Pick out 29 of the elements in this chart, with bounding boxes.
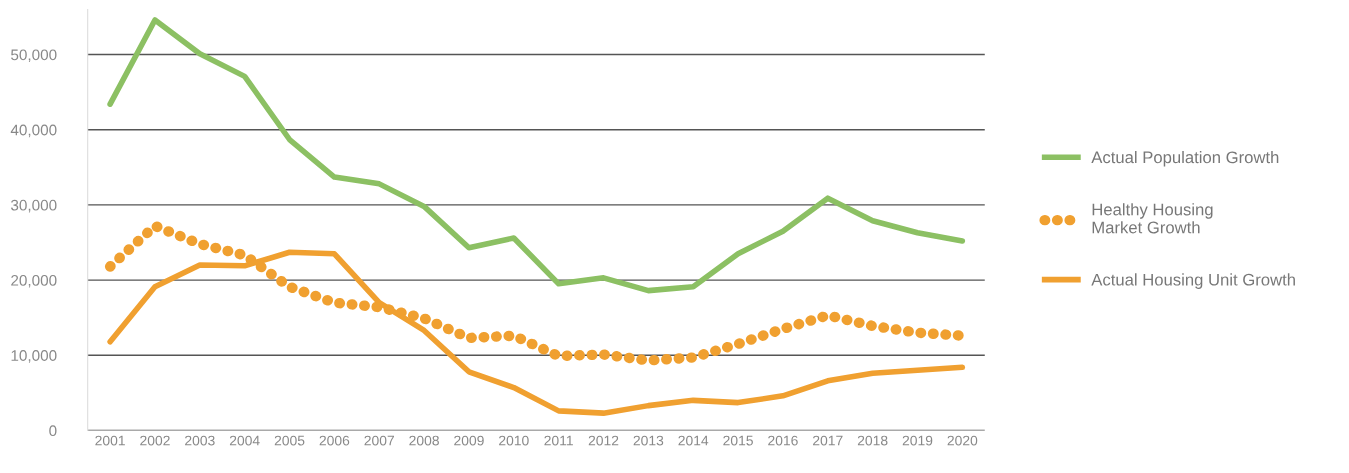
legend-label: Actual Population Growth: [1091, 151, 1279, 167]
x-tick-label: 2018: [857, 435, 888, 446]
legend-label: Actual Housing Unit Growth: [1091, 273, 1295, 289]
x-tick-label: 2019: [902, 435, 933, 446]
x-tick-label: 2004: [229, 435, 260, 446]
x-tick-label: 2005: [274, 435, 305, 446]
y-tick-label: 0: [49, 425, 57, 437]
x-tick-label: 2017: [813, 435, 843, 446]
y-tick-label: 40,000: [10, 124, 57, 138]
x-tick-label: 2009: [454, 435, 484, 446]
y-tick-label: 30,000: [10, 199, 57, 213]
x-tick-label: 2015: [723, 435, 753, 446]
x-tick-label: 2020: [947, 435, 978, 446]
x-tick-label: 2007: [364, 435, 394, 446]
x-tick-label: 2011: [544, 435, 573, 446]
x-tick-label: 2014: [678, 435, 709, 446]
x-tick-label: 2010: [499, 435, 529, 446]
x-tick-label: 2001: [95, 435, 125, 446]
x-tick-label: 2013: [633, 435, 664, 446]
x-tick-label: 2003: [185, 435, 215, 446]
y-tick-label: 10,000: [11, 350, 57, 363]
x-tick-label: 2016: [768, 435, 798, 446]
x-tick-label: 2002: [140, 435, 170, 446]
x-tick-label: 2008: [409, 435, 439, 446]
x-tick-label: 2006: [319, 435, 350, 446]
y-tick-label: 20,000: [11, 274, 57, 288]
legend-label: Healthy Housing Market Growth: [1092, 203, 1213, 234]
x-tick-label: 2012: [588, 435, 619, 446]
y-tick-label: 50,000: [11, 49, 57, 63]
